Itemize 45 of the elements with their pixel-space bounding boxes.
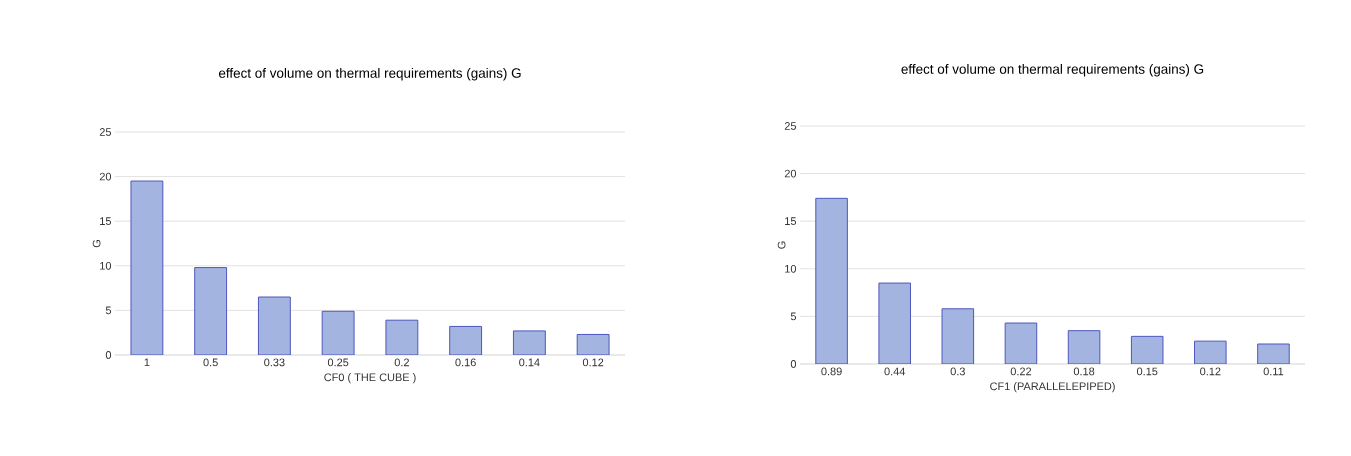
bar	[130, 180, 164, 355]
y-tick-label: 25	[784, 122, 797, 130]
x-tick-label: 0.18	[1073, 367, 1095, 376]
y-axis-title: G	[777, 241, 786, 249]
y-tick-label: 20	[99, 172, 112, 181]
chart-title: effect of volume on thermal requirements (gains) G	[218, 67, 521, 81]
x-tick-label: 0.25	[327, 358, 349, 367]
x-tick-label: 0.16	[455, 358, 476, 367]
x-tick-label: 0.12	[582, 358, 604, 367]
x-tick-label: 0.5	[203, 358, 218, 367]
bar	[257, 296, 291, 355]
x-axis-title: CF1 (PARALLELEPIPED)	[990, 382, 1115, 393]
y-tick-label: 10	[100, 261, 112, 270]
x-tick-label: 0.22	[1010, 367, 1032, 376]
x-tick-label: 0.14	[519, 358, 540, 367]
x-tick-label: 0.44	[884, 367, 906, 376]
x-tick-label: 0.3	[950, 367, 965, 376]
y-tick-label: 5	[790, 312, 797, 321]
y-tick-label: 15	[100, 217, 112, 226]
x-tick-label: 0.15	[1136, 367, 1158, 376]
x-tick-label: 0.11	[1263, 367, 1284, 376]
bar	[194, 267, 228, 355]
y-tick-label: 20	[784, 169, 797, 178]
x-tick-label: 0.33	[264, 358, 285, 367]
bar	[321, 310, 355, 355]
bar	[815, 197, 848, 364]
y-tick-label: 0	[105, 351, 112, 359]
bar	[1067, 330, 1101, 364]
chart-title: effect of volume on thermal requirements (gains) G	[901, 63, 1204, 77]
x-tick-label: 0.89	[821, 367, 842, 376]
y-tick-label: 0	[790, 360, 797, 368]
bar	[449, 325, 483, 355]
y-tick-label: 5	[105, 306, 112, 315]
y-tick-label: 25	[99, 128, 112, 136]
x-tick-label: 0.12	[1200, 367, 1221, 376]
y-tick-label: 10	[785, 264, 797, 273]
bar	[1004, 322, 1038, 364]
bar	[941, 308, 975, 364]
bar	[878, 282, 911, 364]
x-axis-title: CF0 ( THE CUBE )	[324, 373, 416, 384]
x-tick-label: 0.2	[394, 358, 409, 367]
x-tick-label: 1	[144, 358, 150, 367]
bar	[1130, 335, 1164, 364]
y-tick-label: 15	[785, 217, 797, 226]
y-axis-title: G	[92, 240, 101, 248]
